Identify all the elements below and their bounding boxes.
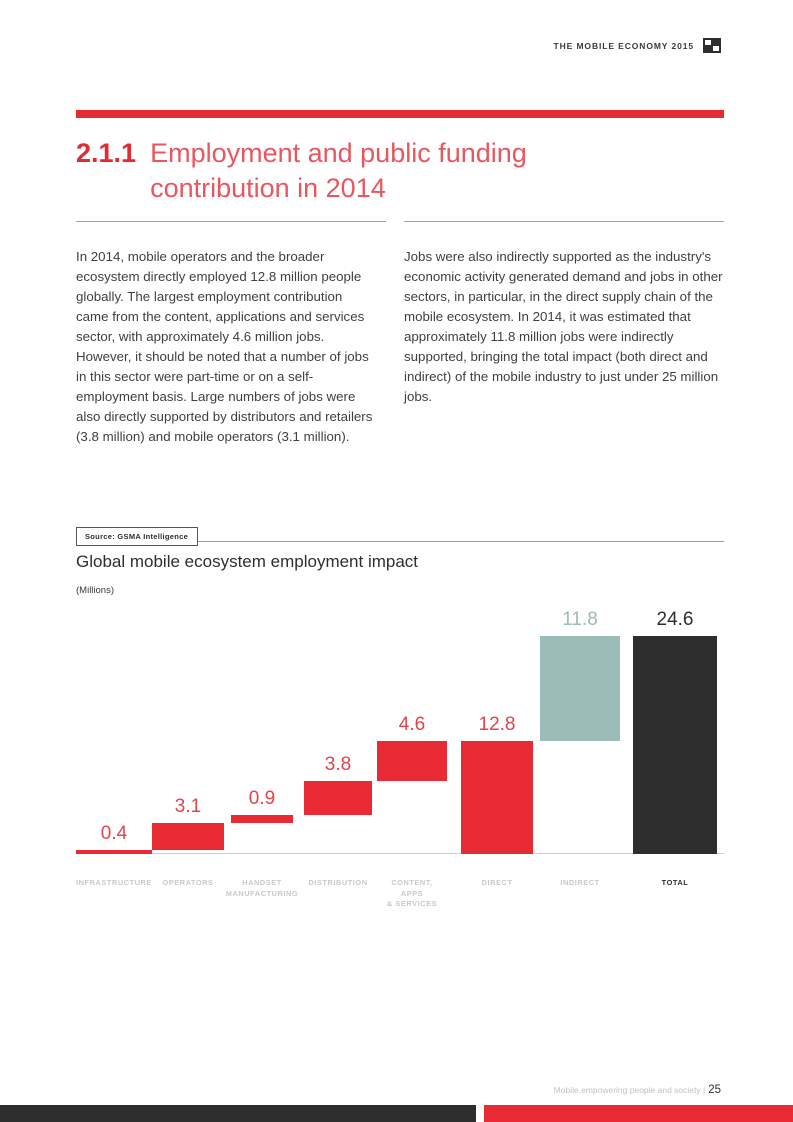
footer-bar-red	[484, 1105, 793, 1122]
chart-bar-value-label: 0.9	[248, 788, 276, 810]
page-number: 25	[708, 1084, 721, 1096]
section-top-rule	[76, 110, 724, 118]
footer-caption: Mobile empowering people and society | 25	[554, 1084, 721, 1096]
chart-bar	[304, 781, 372, 816]
section-number: 2.1.1	[76, 138, 137, 168]
chart-units-label: (Millions)	[76, 585, 114, 596]
chart-category-label: DISTRIBUTION	[308, 878, 368, 887]
chart-category-label: INFRASTRUCTURE	[76, 878, 152, 887]
chart-bar	[377, 740, 447, 782]
chart-bar-value-label: 24.6	[656, 609, 694, 631]
source-badge: Source: GSMA Intelligence	[76, 527, 199, 546]
chart-bar-value-label: 0.4	[100, 823, 128, 844]
body-column-left: In 2014, mobile operators and the broade…	[76, 247, 376, 447]
exhibit-rule	[76, 541, 724, 542]
chart-title: Global mobile ecosystem employment impac…	[76, 552, 419, 571]
chart-bar	[461, 740, 533, 854]
running-header: THE MOBILE ECONOMY 2015	[553, 38, 721, 53]
chart-category-label: HANDSET MANUFACTURING	[225, 878, 299, 898]
chart-bar	[76, 850, 152, 854]
body-paragraph-left: In 2014, mobile operators and the broade…	[76, 249, 373, 444]
chart-category-axis: INFRASTRUCTURE OPERATORS HANDSET MANUFACTUR…	[76, 878, 724, 914]
chart-category-label: INDIRECT	[560, 878, 600, 887]
column-rule-left	[76, 221, 386, 222]
chart-bar	[231, 815, 293, 823]
body-paragraph-right: Jobs were also indirectly supported as t…	[404, 249, 723, 404]
chart-bar	[633, 636, 717, 854]
chart-bar-value-label: 11.8	[562, 609, 598, 631]
chart-bar-value-label: 3.1	[174, 796, 202, 817]
chart-category-label: DIRECT	[481, 878, 513, 887]
chart-bar-value-label: 3.8	[324, 754, 352, 776]
footer-label: Mobile empowering people and society |	[553, 1085, 706, 1095]
body-column-right: Jobs were also indirectly supported as t…	[404, 247, 724, 407]
chart-category-label: CONTENT, APPS & SERVICES	[386, 878, 438, 908]
page-title: Employment and public funding contributi…	[150, 138, 527, 203]
running-header-title: THE MOBILE ECONOMY 2015	[553, 40, 694, 51]
chart-category-label: OPERATORS	[162, 878, 214, 887]
footer-bar-dark	[0, 1105, 476, 1122]
chart-bar	[540, 636, 620, 741]
chart-baseline	[76, 853, 724, 854]
column-rule-right	[404, 221, 724, 222]
chart-bar	[152, 823, 224, 851]
section-heading: 2.1.1 Employment and public funding cont…	[76, 136, 726, 205]
chart-category-label: TOTAL	[661, 878, 689, 887]
chart-bar-value-label: 4.6	[398, 713, 426, 735]
chart-bar-value-label: 12.8	[478, 713, 516, 735]
waterfall-chart: 0.4 3.1 0.9 3.8 4.6 12.8 11.8 24.6	[76, 606, 724, 854]
gsma-logo-icon	[703, 38, 721, 53]
